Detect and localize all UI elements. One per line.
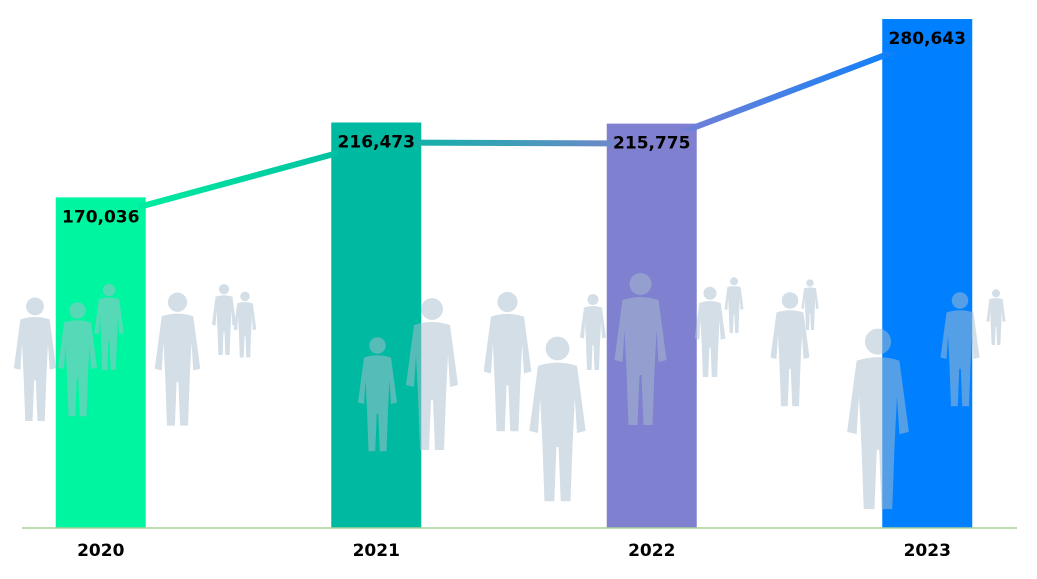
value-label-bg — [62, 204, 139, 231]
x-tick-label: 2020 — [77, 541, 124, 561]
bar — [882, 19, 973, 528]
value-label: 216,473 — [338, 132, 415, 152]
value-label-bg — [613, 130, 690, 157]
value-label: 170,036 — [62, 207, 139, 227]
value-label-bg — [338, 129, 415, 156]
x-tick-label: 2023 — [904, 541, 951, 561]
x-tick-label: 2022 — [628, 541, 675, 561]
value-label-bg — [889, 26, 966, 53]
value-label: 215,775 — [613, 134, 690, 154]
x-tick-label: 2021 — [353, 541, 400, 561]
labels: 2020 2021 2022 2023 170,036 216,473 215,775 280… — [62, 26, 966, 561]
bar — [331, 122, 422, 528]
marks — [55, 19, 973, 529]
trend-line — [97, 36, 931, 221]
silhouettes — [13, 273, 1006, 510]
value-label: 280,643 — [889, 29, 966, 49]
